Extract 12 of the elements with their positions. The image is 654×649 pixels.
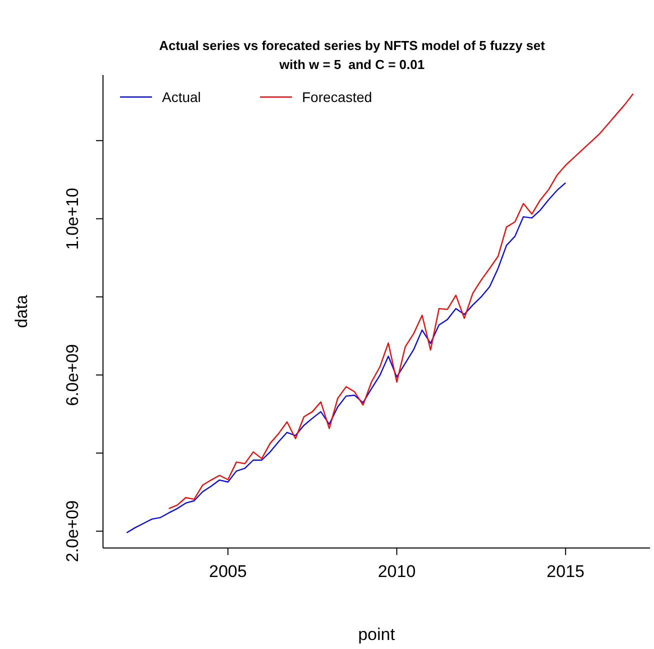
y-tick-label: 6.0e+09 bbox=[63, 344, 82, 406]
line-series bbox=[126, 182, 566, 534]
y-tick-label: 1.0e+10 bbox=[63, 188, 82, 250]
y-axis-title: data bbox=[12, 294, 31, 328]
x-tick-label: 2010 bbox=[378, 562, 416, 582]
y-tick-label: 2.0e+09 bbox=[63, 500, 82, 562]
x-tick-label: 2005 bbox=[209, 562, 247, 582]
x-axis-title: point bbox=[358, 625, 396, 644]
legend-label: Forecasted bbox=[302, 89, 372, 105]
x-tick-label: 2015 bbox=[546, 562, 584, 582]
chart-title: Actual series vs forecated series by NFTS model of 5 fuzzy set with w = 5 and C = 0.01 bbox=[159, 38, 546, 72]
legend-label: Actual bbox=[162, 89, 201, 105]
